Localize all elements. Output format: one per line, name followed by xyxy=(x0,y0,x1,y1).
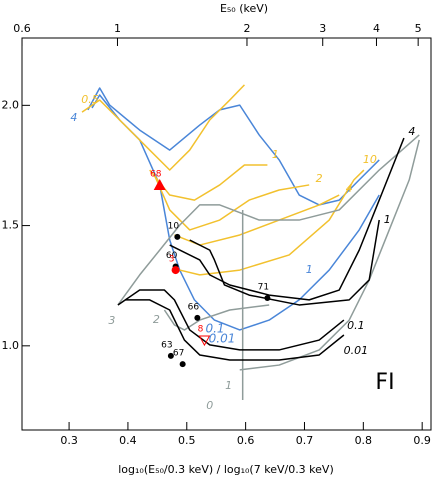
x-tick-label: 0.4 xyxy=(119,434,137,447)
curve xyxy=(87,87,380,206)
curve xyxy=(153,174,310,231)
curve-label: 3 xyxy=(108,314,115,327)
y-tick-label: 1.5 xyxy=(2,219,20,232)
point-label: 67 xyxy=(173,349,184,359)
point-label: 63 xyxy=(161,340,172,350)
curve-label: 1 xyxy=(384,213,391,226)
x2-tick-label: 3 xyxy=(319,22,326,35)
point-label: 3 xyxy=(169,255,175,265)
point-label: 60 xyxy=(166,251,178,261)
point xyxy=(167,352,174,359)
curve xyxy=(163,304,270,331)
point xyxy=(171,266,180,275)
curve xyxy=(239,139,420,371)
x-tick-label: 0.9 xyxy=(413,434,431,447)
point xyxy=(174,233,181,240)
x-tick-label: 0.6 xyxy=(237,434,255,447)
y-tick-label: 1.0 xyxy=(2,339,20,352)
curve xyxy=(117,134,420,306)
curve-label: 0.01 xyxy=(344,344,369,357)
curve-label: 2 xyxy=(316,172,323,185)
annotation: 0.01 xyxy=(209,332,236,346)
x2-tick-label: 2 xyxy=(243,22,250,35)
x-tick-label: 0.5 xyxy=(178,434,196,447)
curve xyxy=(124,299,345,361)
x-tick-label: 0.8 xyxy=(355,434,373,447)
point-label: 68 xyxy=(150,169,162,179)
curve-label: 2 xyxy=(153,313,160,326)
curve xyxy=(149,164,268,201)
curve-label: 10 xyxy=(363,153,377,166)
point-label: 8 xyxy=(198,325,204,335)
point xyxy=(179,361,186,368)
curve-label: 1 xyxy=(225,379,232,392)
point-label: 71 xyxy=(258,282,269,292)
curve-label: 1 xyxy=(272,148,279,161)
point-label: 10 xyxy=(168,221,180,231)
curve-label: 4 xyxy=(70,111,77,124)
annotation: 0.1 xyxy=(205,322,224,336)
point xyxy=(264,294,271,301)
curve xyxy=(81,84,245,171)
curve xyxy=(91,94,380,331)
point xyxy=(194,314,201,321)
x2-tick-label: 4 xyxy=(373,22,380,35)
x2-tick-label: 1 xyxy=(114,22,121,35)
curve-label: 0.1 xyxy=(347,319,365,332)
curve-label: 1 xyxy=(306,263,313,276)
curve-label: 4 xyxy=(408,125,415,138)
curve xyxy=(179,169,365,276)
plot-frame xyxy=(21,37,432,431)
curve-label: 0 xyxy=(206,399,213,412)
x-tick-label: 0.7 xyxy=(296,434,314,447)
point xyxy=(153,178,166,190)
x2-axis-label: E₅₀ (keV) xyxy=(220,2,268,15)
point xyxy=(198,335,211,347)
point-label: 66 xyxy=(188,302,200,312)
x-tick-label: 0.3 xyxy=(60,434,78,447)
x2-tick-label: 0.6 xyxy=(13,22,31,35)
curve-label: 0.5 xyxy=(81,93,99,106)
annotation: FI xyxy=(375,370,394,395)
y-tick-label: 2.0 xyxy=(2,98,20,111)
x-axis-label: log₁₀(E₅₀/0.3 keV) / log₁₀(7 keV/0.3 keV… xyxy=(118,463,334,476)
curve xyxy=(169,137,405,301)
curve xyxy=(189,219,380,306)
x2-tick-label: 5 xyxy=(415,22,422,35)
